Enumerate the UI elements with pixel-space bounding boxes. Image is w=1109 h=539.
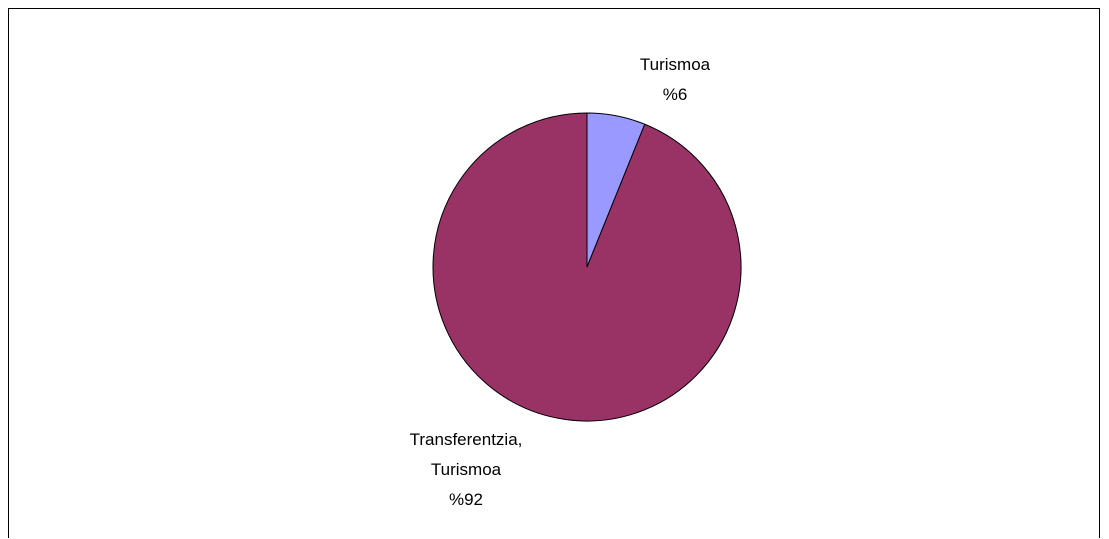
chart-frame	[8, 8, 1100, 538]
slice-label: Turismoa %6	[605, 50, 745, 110]
slice-label: Transferentzia, Turismoa %92	[396, 425, 536, 515]
slice-value: %6	[662, 85, 688, 104]
slice-category: Transferentzia, Turismoa	[409, 430, 523, 479]
slice-value: %92	[448, 490, 484, 509]
slice-category: Turismoa	[639, 55, 711, 74]
pie-slice	[432, 112, 742, 422]
